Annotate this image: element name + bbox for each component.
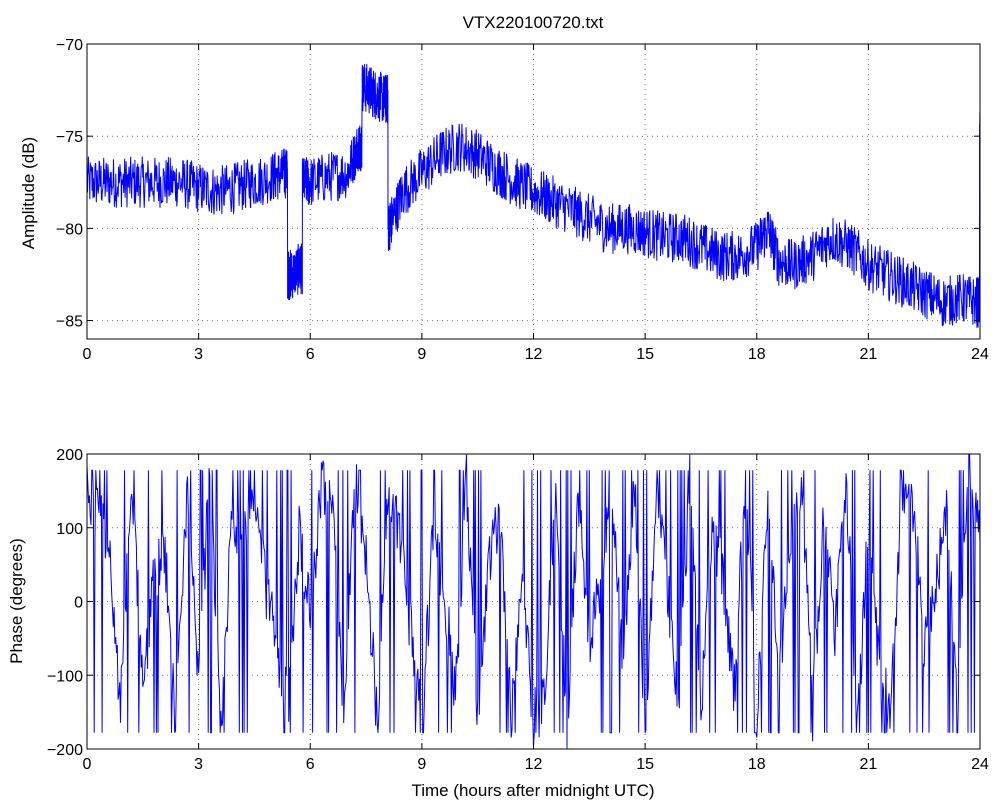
x-axis-label: Time (hours after midnight UTC) [411,781,654,800]
amplitude-x-tick-label: 12 [525,346,543,363]
amplitude-y-axis-label: Amplitude (dB) [19,137,38,249]
phase-x-tick-label: 6 [306,756,315,773]
phase-y-tick-label: −100 [47,668,83,685]
amplitude-x-tick-label: 0 [83,346,92,363]
amplitude-x-tick-label: 15 [636,346,654,363]
phase-x-tick-label: 3 [194,756,203,773]
amplitude-y-tick-label: −75 [56,129,83,146]
amplitude-series-line [86,63,981,328]
amplitude-y-tick-label: −85 [56,314,83,331]
phase-y-tick-label: −200 [47,742,83,759]
amplitude-x-tick-label: 18 [748,346,766,363]
amplitude-x-tick-label: 6 [306,346,315,363]
phase-y-tick-label: 100 [56,521,83,538]
amplitude-axes: VTX220100720.txt 0 3 6 9 12 15 18 21 24 −70 −75 −80… [19,13,989,363]
phase-x-tick-label: 21 [859,756,877,773]
phase-x-tick-label: 18 [748,756,766,773]
phase-axes: 0 3 6 9 12 15 18 21 24 200 100 0 −100 −200 Phase (deg… [7,447,989,800]
chart-title: VTX220100720.txt [463,13,604,32]
phase-x-tick-label: 9 [417,756,426,773]
phase-y-tick-label: 0 [74,595,83,612]
phase-y-axis-label: Phase (degrees) [7,538,26,664]
amplitude-x-tick-label: 3 [194,346,203,363]
amplitude-y-tick-label: −80 [56,221,83,238]
amplitude-x-tick-label: 21 [859,346,877,363]
phase-x-tick-label: 0 [83,756,92,773]
amplitude-y-tick-label: −70 [56,37,83,54]
phase-x-tick-label: 24 [971,756,989,773]
amplitude-x-tick-label: 24 [971,346,989,363]
amplitude-x-tick-label: 9 [417,346,426,363]
phase-x-tick-label: 15 [636,756,654,773]
phase-x-tick-label: 12 [525,756,543,773]
phase-y-tick-label: 200 [56,447,83,464]
